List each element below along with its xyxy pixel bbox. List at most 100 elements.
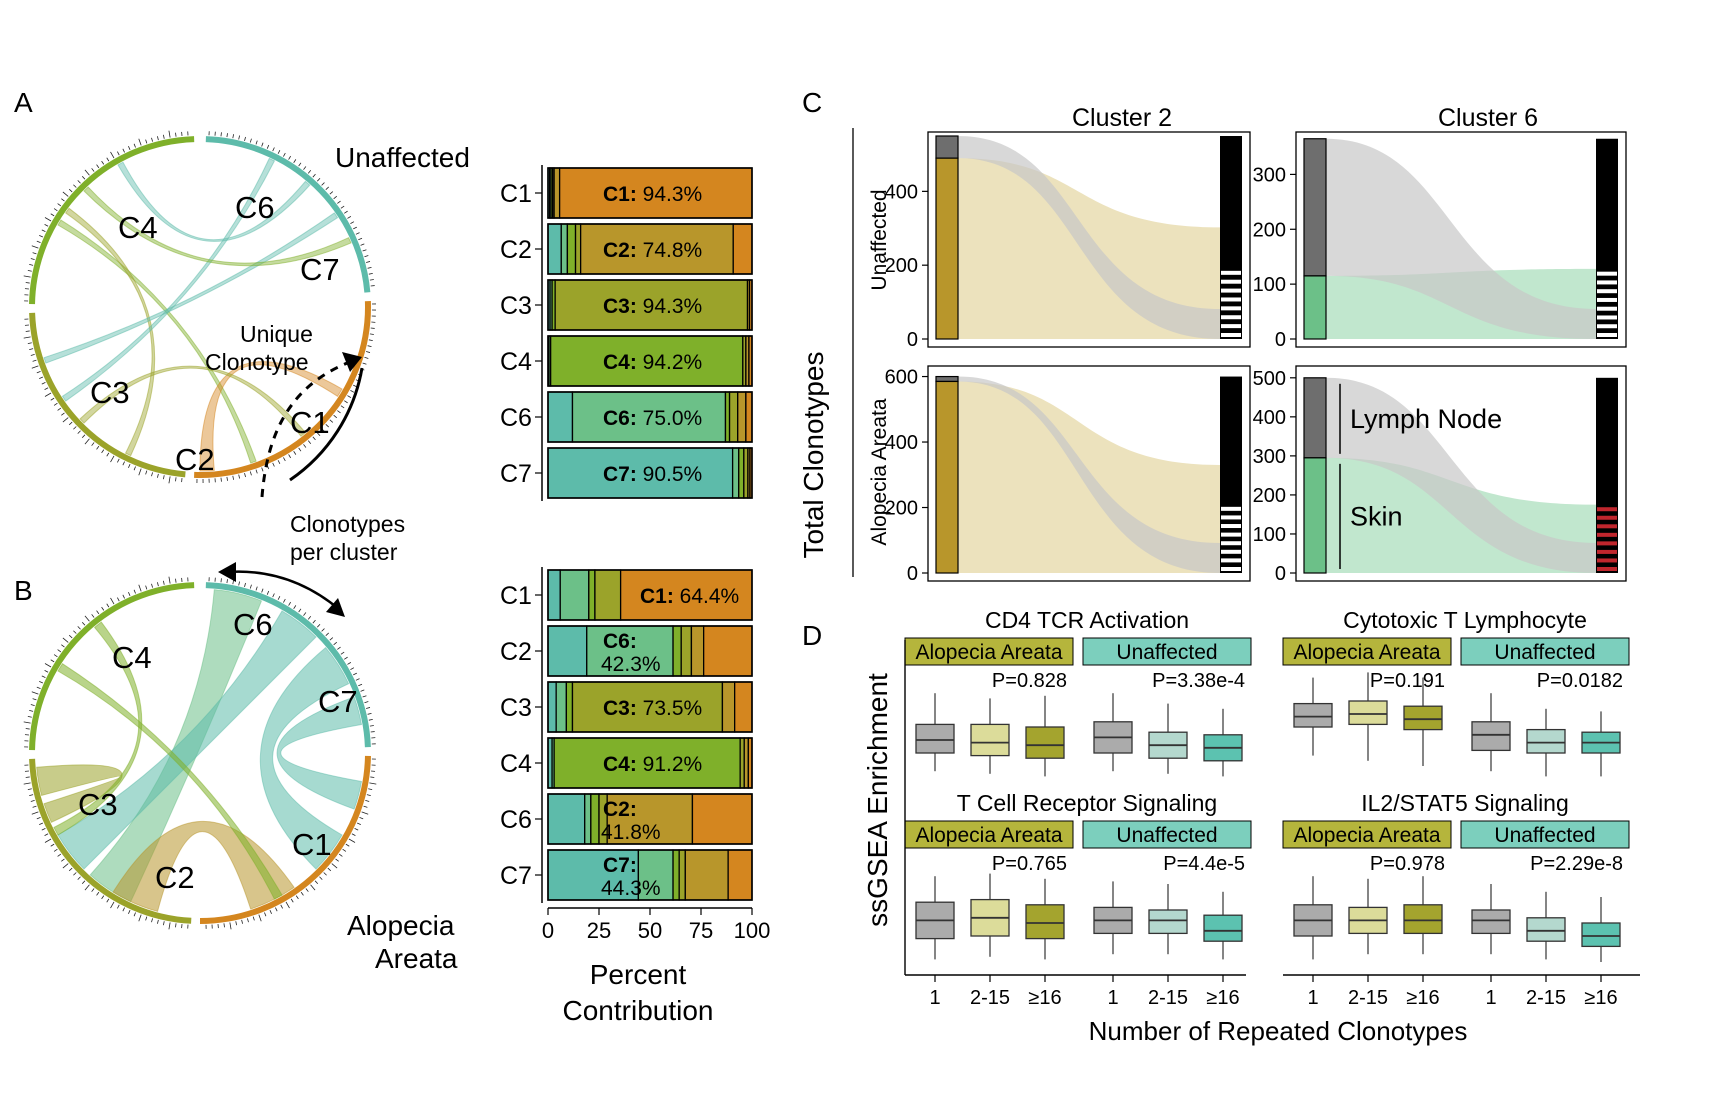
bar-segment-C7 [547,793,586,845]
boxplot-strip-label: Alopecia Areata [1293,824,1440,847]
chord-tick [41,382,46,385]
boxplot-strip-label: Unaffected [1494,824,1595,847]
sankey-ytick-label: 100 [1253,524,1286,546]
sankey-clone-segment [1221,297,1241,302]
clonotypes-per-cluster-2: per cluster [290,539,398,565]
chord-tick [31,245,39,249]
boxplot-xtick-label: ≥16 [1028,987,1061,1009]
chord-tick [91,888,95,892]
sankey-ytick-label: 400 [1253,407,1286,429]
chord-tick [68,421,73,426]
chord-tick [175,578,177,583]
chord-tick [62,417,69,423]
sankey-bar-lymph [935,135,959,159]
boxplot-xtick-label: 2-15 [1348,987,1388,1009]
chord-label-C4: C4 [112,640,152,675]
boxplot-strip-label: Unaffected [1116,824,1217,847]
sankey-clone-stack [1596,138,1618,339]
chord-tick [157,136,159,141]
bar-value-label: C1: 64.4% [640,585,739,608]
chord-tick [128,592,131,597]
boxplot-box [1348,700,1388,726]
chord-tick [39,235,44,238]
chord-tick [44,217,52,222]
bar-value-label-line2: 41.8% [601,821,661,844]
chord-tick [30,258,35,260]
sankey-clone-segment [1597,271,1617,276]
sankey-row-label: Unaffected [868,189,891,290]
condition-label-unaffected: Unaffected [335,142,470,173]
chord-link-6 [276,696,363,810]
bar-outline [547,849,753,901]
chord-tick [366,351,371,353]
chord-tick [365,800,370,802]
boxplot-strip [1082,820,1252,849]
sankey-bar-lymph [1303,138,1327,277]
panel-letter-c: C [802,87,822,118]
chord-tick [101,895,105,900]
chord-tick [288,454,291,459]
chord-arc-C6 [205,582,371,748]
boxplot-xlabel: Number of Repeated Clonotypes [1089,1016,1468,1046]
sankey-bar-skin [1303,457,1327,574]
chord-tick [314,880,319,885]
chord-tick [138,138,142,146]
chord-tick [168,576,171,584]
chord-tick [327,867,332,872]
chord-label-C7: C7 [318,684,358,719]
boxplot-box [1403,705,1443,731]
chord-tick [331,863,338,869]
unique-clonotype-label-2: Clonotype [205,349,309,375]
chord-tick [364,255,369,258]
boxplot-ylabel: ssGSEA Enrichment [862,673,893,927]
bar-value-label: C6: 75.0% [603,407,702,430]
chord-tick [252,916,255,921]
chord-tick [84,615,90,622]
chord-tick [283,457,286,462]
chord-link-7 [53,621,143,836]
chord-tick [367,267,372,269]
chord-tick [353,226,357,230]
boxplot-box [1403,904,1443,935]
chord-tick [369,279,374,281]
chord-tick [312,436,316,441]
chord-tick [25,776,30,778]
bar-segment-C7 [547,223,562,275]
chord-tick [122,907,125,912]
chord-tick [44,392,52,397]
sankey-clone-stack [1596,377,1618,573]
chord-arc-C1 [194,301,371,478]
chord-tick [122,148,125,153]
unique-clonotype-arrow [260,358,356,498]
chord-tick [325,186,329,190]
chord-tick [300,891,304,896]
bar-segment-C2 [606,793,694,845]
chord-tick [73,426,77,430]
sankey-bar-skin [1303,275,1327,340]
chord-tick [368,339,373,341]
chord-tick [81,880,86,885]
chord-tick [145,916,148,921]
boxplot-strip-label: Unaffected [1494,641,1595,664]
boxplot-box [970,723,1010,757]
boxplot-box [1148,909,1188,935]
chord-tick [133,143,136,148]
bar-outline [547,167,753,219]
chord-tick [293,605,297,609]
chord-tick [138,584,142,592]
boxplot-box [1526,917,1566,942]
sankey-flow-lymph [958,136,1220,339]
chord-tick [369,333,374,335]
bar-value-label: C3: 73.5% [603,697,702,720]
boxplot-strip [1282,637,1452,666]
chord-label-C6: C6 [235,190,275,225]
boxplot-box [1025,726,1065,759]
chord-tick [333,414,338,419]
boxplot-strip-label: Alopecia Areata [915,641,1062,664]
bar-segment-C6 [560,223,569,275]
chord-tick [27,788,32,790]
chord-tick [295,895,299,900]
boxplot-pvalue: P=0.0182 [1537,670,1623,692]
chord-tick [232,475,234,480]
chord-tick [232,134,234,139]
